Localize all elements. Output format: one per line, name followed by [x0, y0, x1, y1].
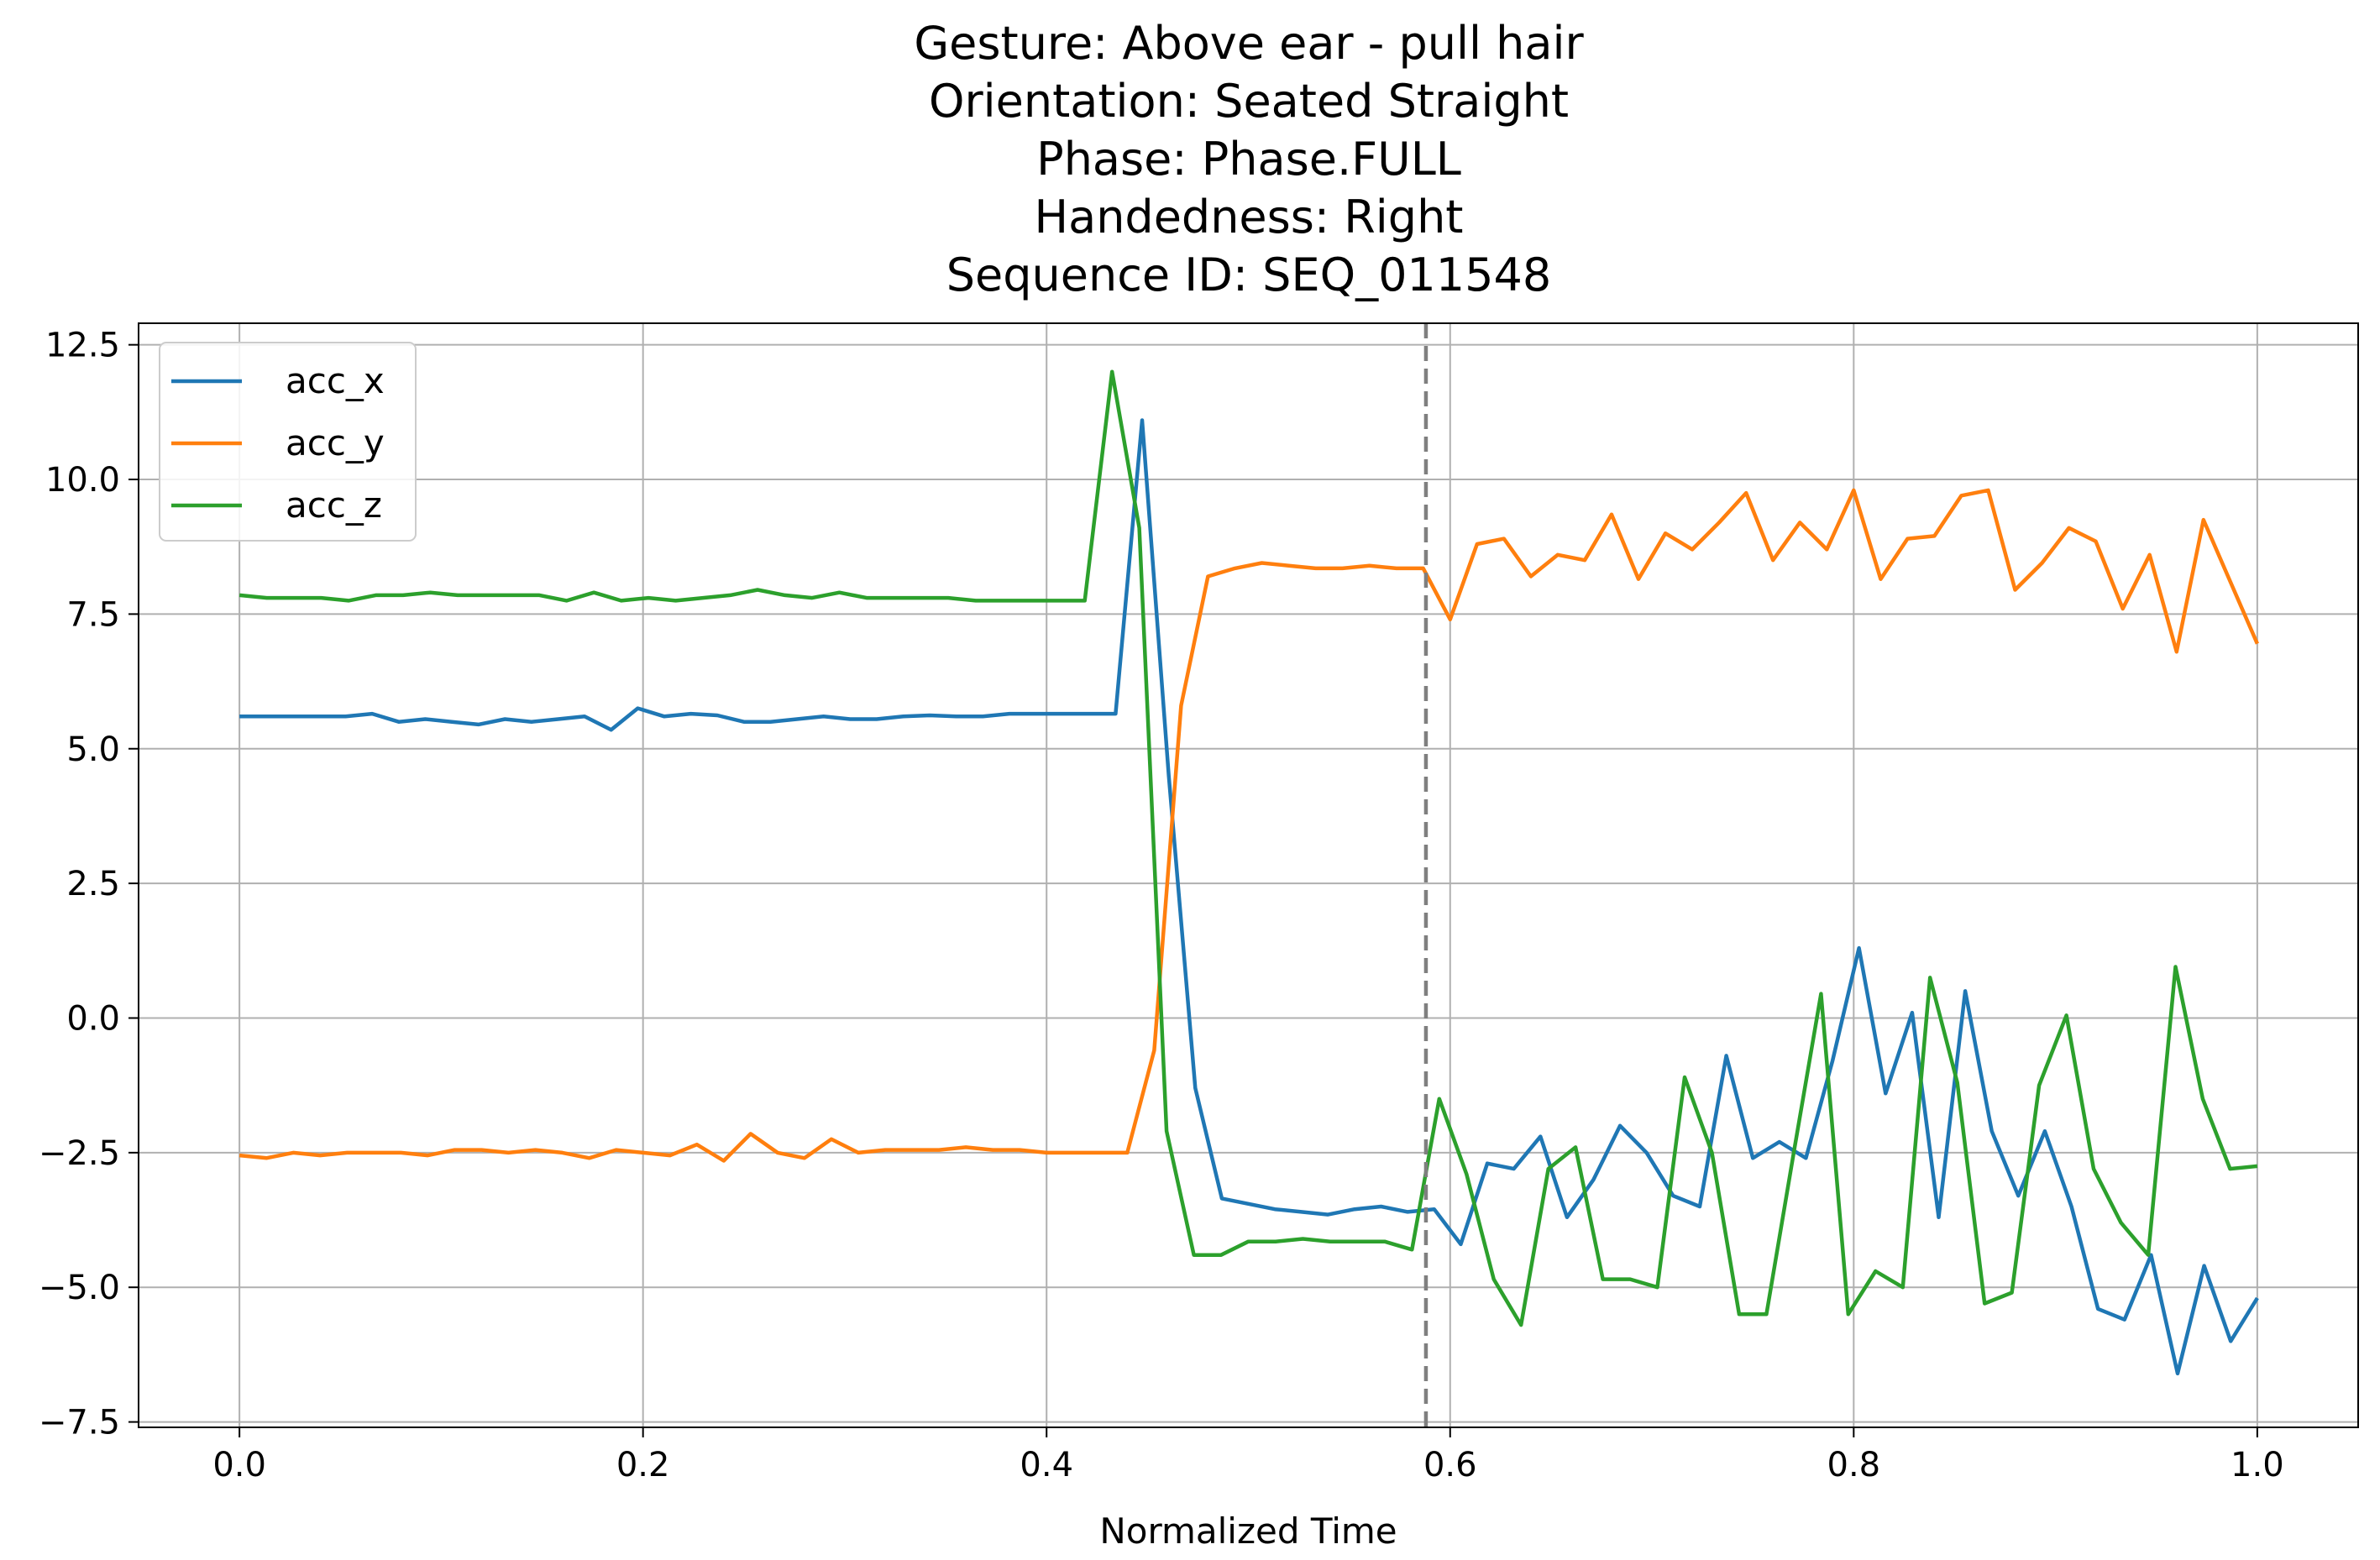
y-tick-label-4: 2.5	[66, 865, 120, 903]
title-line-2: Orientation: Seated Straight	[929, 75, 1569, 128]
series-line-acc_z	[239, 369, 2258, 1327]
y-tick-label-1: −5.0	[39, 1269, 120, 1307]
legend-box	[159, 342, 417, 542]
legend-label-acc_x: acc_x	[286, 360, 385, 401]
y-tick-label-7: 10.0	[45, 461, 120, 500]
y-tick-label-6: 7.5	[66, 595, 120, 634]
x-tick-label-1: 0.2	[616, 1446, 670, 1484]
legend-label-acc_z: acc_z	[286, 484, 382, 526]
chart-title: Gesture: Above ear - pull hairOrientatio…	[914, 17, 1584, 301]
grid	[139, 323, 2358, 1427]
series-line-acc_y	[239, 488, 2259, 1163]
y-axis-ticks: −7.5 −5.0 −2.5 0.0 2.5 5.0 7.5 10.0 12.5	[39, 327, 139, 1442]
x-tick-label-5: 1.0	[2231, 1446, 2284, 1484]
x-tick-label-4: 0.8	[1827, 1446, 1881, 1484]
legend: acc_x acc_y acc_z	[159, 342, 417, 542]
x-axis-ticks: 0.0 0.2 0.4 0.6 0.8 1.0	[212, 1427, 2284, 1484]
legend-label-acc_y: acc_y	[286, 422, 385, 463]
series-line-acc_x	[239, 418, 2259, 1376]
title-line-3: Phase: Phase.FULL	[1036, 133, 1461, 186]
y-tick-label-2: −2.5	[39, 1134, 120, 1173]
title-line-5: Sequence ID: SEQ_011548	[946, 249, 1551, 301]
series-lines	[239, 369, 2259, 1376]
y-tick-label-5: 5.0	[66, 730, 120, 769]
title-line-1: Gesture: Above ear - pull hair	[914, 17, 1584, 70]
y-tick-label-3: 0.0	[66, 999, 120, 1038]
y-tick-label-8: 12.5	[45, 327, 120, 365]
x-tick-label-0: 0.0	[212, 1446, 266, 1484]
y-tick-label-0: −7.5	[39, 1404, 120, 1442]
plot-frame	[138, 322, 2359, 1428]
x-tick-label-3: 0.6	[1423, 1446, 1477, 1484]
title-line-4: Handedness: Right	[1035, 191, 1464, 243]
x-axis-label: Normalized Time	[1099, 1510, 1397, 1552]
x-tick-label-2: 0.4	[1020, 1446, 1073, 1484]
